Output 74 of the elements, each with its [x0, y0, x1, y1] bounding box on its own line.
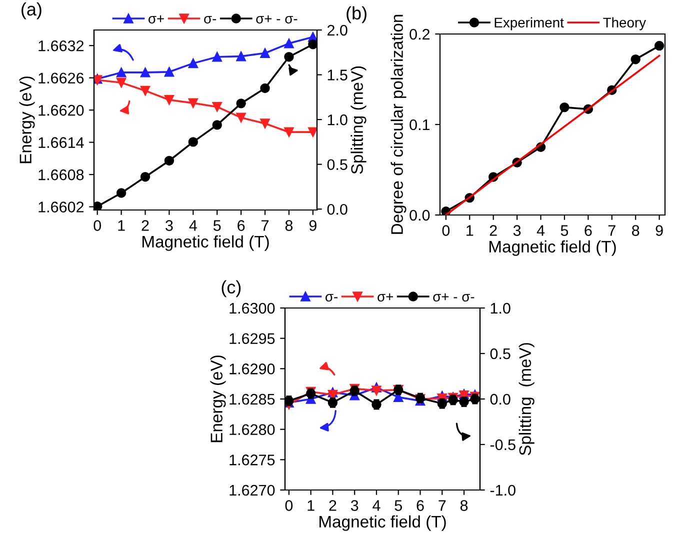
- y2-axis-title: Splitting (meV): [518, 343, 534, 456]
- y-tick-label: 1.6270: [230, 484, 275, 496]
- x-tick-label: 4: [189, 220, 197, 231]
- legend-label: Experiment: [494, 17, 564, 30]
- y2-tick-label: -0.5: [490, 439, 516, 450]
- x-tick-label: 0: [285, 500, 293, 511]
- x-tick-label: 3: [350, 500, 358, 511]
- y-tick-label: 1.6280: [230, 424, 275, 436]
- y-axis-title: Energy (eV): [19, 76, 35, 164]
- y-axis-title: Degree of circular polarization: [390, 14, 406, 234]
- x-tick-label: 2: [490, 225, 497, 236]
- legend-label: σ-: [204, 16, 216, 24]
- x-tick-label: 7: [438, 500, 446, 511]
- y2-tick-label: 1.5: [328, 70, 348, 80]
- y-tick-label: 0.2: [410, 28, 430, 40]
- x-tick-label: 5: [560, 225, 568, 236]
- x-tick-label: 1: [118, 220, 125, 231]
- x-tick-label: 7: [262, 220, 269, 231]
- y2-tick-label: 1.0: [328, 114, 348, 126]
- x-tick-label: 3: [166, 220, 173, 231]
- x-tick-label: 2: [329, 500, 336, 511]
- legend-label: σ+: [378, 293, 394, 302]
- legend-label: Theory: [603, 17, 646, 30]
- x-axis-title: Magnetic field (T): [490, 240, 616, 256]
- y-tick-label: 1.6290: [230, 364, 275, 374]
- y-tick-label: 1.6285: [230, 394, 275, 405]
- x-tick-label: 8: [632, 225, 640, 236]
- x-tick-label: 4: [536, 225, 545, 236]
- y2-tick-label: 2.0: [327, 24, 348, 36]
- y-tick-label: 1.6632: [38, 40, 84, 52]
- x-tick-label: 2: [142, 220, 149, 231]
- y-axis-title: Energy (eV): [210, 356, 226, 442]
- x-axis-title: Magnetic field (T): [320, 515, 446, 531]
- y-tick-label: 0.1: [410, 119, 430, 130]
- x-tick-label: 9: [656, 225, 663, 236]
- x-tick-label: 6: [416, 500, 424, 511]
- y-tick-label: 0.0: [410, 210, 430, 221]
- chart-title: (b): [346, 6, 366, 24]
- x-tick-label: 0: [94, 220, 102, 231]
- x-axis-title: Magnetic field (T): [142, 235, 269, 251]
- x-tick-label: 6: [584, 225, 592, 236]
- y2-axis-title: Splitting (meV): [350, 66, 366, 174]
- y-tick-label: 1.6300: [230, 302, 275, 314]
- y-tick-label: 1.6608: [38, 169, 84, 180]
- y-tick-label: 1.6614: [38, 137, 84, 148]
- y2-tick-label: 0.5: [327, 159, 348, 170]
- x-tick-label: 0: [442, 225, 450, 236]
- y-tick-label: 1.6602: [38, 202, 84, 212]
- legend-label: σ+: [148, 15, 164, 24]
- chart-title: (c): [222, 280, 241, 298]
- y-tick-label: 1.6295: [230, 333, 275, 344]
- x-tick-label: 4: [372, 500, 380, 511]
- y2-tick-label: -1.0: [490, 484, 516, 496]
- y-tick-label: 1.6626: [38, 72, 84, 84]
- x-tick-label: 6: [238, 220, 245, 231]
- x-tick-label: 8: [460, 500, 468, 511]
- y2-tick-label: 0.0: [490, 394, 510, 405]
- x-tick-label: 5: [394, 500, 402, 511]
- x-tick-label: 1: [466, 225, 474, 236]
- x-tick-label: 8: [285, 220, 293, 231]
- y-tick-label: 1.6620: [38, 104, 84, 116]
- y2-tick-label: 1.0: [490, 302, 510, 314]
- x-tick-label: 9: [309, 220, 316, 231]
- x-tick-label: 1: [308, 500, 314, 511]
- chart-title: (a): [22, 2, 42, 20]
- legend-label: σ-: [326, 294, 338, 302]
- x-tick-label: 5: [213, 220, 221, 231]
- y2-tick-label: 0.0: [327, 204, 348, 215]
- y2-tick-label: 0.5: [490, 348, 510, 360]
- x-tick-label: 7: [608, 225, 616, 236]
- legend-label: σ+ - σ-: [433, 293, 474, 302]
- legend-label: σ+ - σ-: [256, 15, 298, 24]
- x-tick-label: 3: [513, 225, 521, 236]
- y-tick-label: 1.6275: [230, 454, 275, 466]
